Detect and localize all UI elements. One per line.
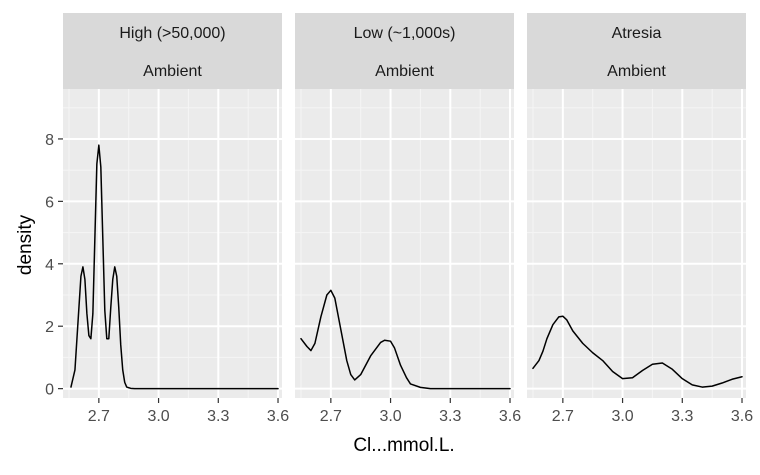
y-tick-label: 6 bbox=[45, 194, 54, 211]
facet-panel: Low (~1,000s) Ambient 2.7 3.0 3.3 3.6 bbox=[295, 13, 521, 425]
facet-panel: High (>50,000) Ambient 2.7 3.0 3.3 3.6 bbox=[63, 13, 289, 425]
panel-background bbox=[527, 89, 746, 398]
x-tick-label: 3.3 bbox=[439, 408, 461, 425]
facet-strip-label-bottom: Ambient bbox=[607, 63, 666, 80]
facet-strip-label-top: High (>50,000) bbox=[119, 25, 225, 42]
x-tick-label: 3.6 bbox=[731, 408, 753, 425]
x-tick-label: 2.7 bbox=[552, 408, 574, 425]
y-axis-title: density bbox=[15, 214, 36, 275]
x-tick-label: 3.0 bbox=[379, 408, 401, 425]
panel-background bbox=[295, 89, 514, 398]
facet-strip-label-top: Low (~1,000s) bbox=[354, 25, 456, 42]
y-tick-label: 0 bbox=[45, 382, 54, 399]
facet-panel: Atresia Ambient 2.7 3.0 3.3 3.6 bbox=[527, 13, 753, 425]
x-tick-label: 3.0 bbox=[147, 408, 169, 425]
y-tick-label: 4 bbox=[45, 257, 54, 274]
x-tick-label: 2.7 bbox=[88, 408, 110, 425]
facet-strip bbox=[295, 13, 514, 89]
x-tick-label: 3.3 bbox=[671, 408, 693, 425]
density-line bbox=[532, 315, 743, 388]
facet-strip-label-bottom: Ambient bbox=[143, 63, 202, 80]
x-tick-label: 3.6 bbox=[499, 408, 521, 425]
facet-strip-label-top: Atresia bbox=[612, 25, 662, 42]
density-line bbox=[70, 144, 279, 390]
y-tick-label: 2 bbox=[45, 319, 54, 336]
x-tick-label: 3.3 bbox=[207, 408, 229, 425]
x-tick-label: 3.6 bbox=[267, 408, 289, 425]
facet-strip bbox=[527, 13, 746, 89]
facet-strip bbox=[63, 13, 282, 89]
y-tick-label: 8 bbox=[45, 132, 54, 149]
density-line bbox=[300, 289, 511, 390]
x-tick-label: 3.0 bbox=[611, 408, 633, 425]
panel-background bbox=[63, 89, 282, 398]
x-tick-label: 2.7 bbox=[320, 408, 342, 425]
facet-strip-label-bottom: Ambient bbox=[375, 63, 434, 80]
x-axis-title: Cl...mmol.L. bbox=[353, 435, 454, 456]
